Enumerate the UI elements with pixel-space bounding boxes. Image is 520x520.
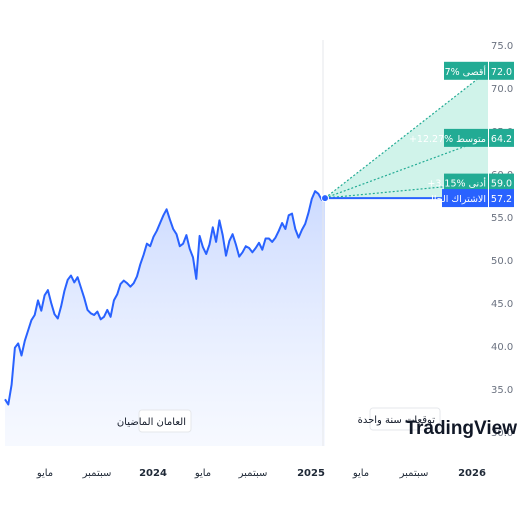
forecast-tag-avg-label-bg	[444, 128, 488, 147]
forecast-line-high	[324, 70, 489, 199]
region-label-past-text: العامان الماضيان	[117, 417, 186, 428]
y-tick-label: 75.0	[491, 41, 513, 52]
forecast-tag-high-label-bg	[444, 61, 488, 80]
x-tick-label: 2025	[297, 468, 325, 479]
current-price-tag-label-bg	[442, 189, 488, 208]
tradingview-watermark: TradingView	[405, 418, 517, 439]
tradingview-watermark-text: TradingView	[405, 418, 517, 439]
x-tick-label: مايو	[194, 468, 211, 479]
y-tick-label: 55.0	[491, 213, 513, 224]
current-price-tag-value-bg	[489, 189, 514, 208]
current-price-tag-value: 57.2	[491, 194, 512, 205]
forecast-tag-high-value-bg	[489, 61, 514, 80]
forecast-tag-low-value: 59.0	[491, 179, 512, 190]
y-tick-label: 35.0	[491, 385, 513, 396]
forecast-line-avg	[324, 137, 489, 199]
price-area	[5, 191, 325, 446]
forecast-tag-avg-value-bg	[489, 128, 514, 147]
x-tick-label: مايو	[36, 468, 53, 479]
forecast-tag-avg-label: +12.27% متوسط	[409, 134, 486, 145]
forecast-tag-low: +3.15% أدنى 59.0	[427, 173, 514, 192]
current-price-tag-label: الاشتراك الحالي	[423, 194, 486, 205]
region-label-past: العامان الماضيان	[117, 409, 192, 433]
forecast-tag-high: +25.87% أقصى 72.0	[415, 61, 514, 80]
x-tick-label: 2024	[139, 468, 167, 479]
y-tick-label: 50.0	[491, 256, 513, 267]
x-tick-label: سبتمبر	[238, 468, 268, 479]
price-line	[4, 190, 326, 406]
x-tick-label: سبتمبر	[82, 468, 112, 479]
forecast-tag-low-value-bg	[489, 173, 514, 192]
x-tick-label: 2026	[458, 468, 486, 479]
y-tick-label: 40.0	[491, 342, 513, 353]
current-price-tag: الاشتراك الحالي 57.2	[423, 189, 514, 208]
forecast-tag-low-label-bg	[444, 173, 488, 192]
y-tick-label: 45.0	[491, 299, 513, 310]
forecast-tag-avg-value: 64.2	[491, 134, 512, 145]
forecast-cone	[325, 70, 488, 199]
current-price-dot	[321, 194, 329, 203]
forecast-tag-low-label: +3.15% أدنى	[427, 177, 486, 190]
x-tick-label: مايو	[352, 468, 369, 479]
forecast-tag-high-label: +25.87% أقصى	[415, 65, 486, 78]
region-label-future-text: توقعات سنة واحدة	[358, 415, 436, 426]
forecast-tag-high-value: 72.0	[491, 67, 512, 78]
y-tick-label: 70.0	[491, 84, 513, 95]
forecast-tag-avg: +12.27% متوسط 64.2	[409, 128, 514, 147]
x-tick-label: سبتمبر	[399, 468, 429, 479]
region-label-future: توقعات سنة واحدة	[358, 407, 441, 431]
y-tick-label: 30.0	[491, 428, 513, 439]
